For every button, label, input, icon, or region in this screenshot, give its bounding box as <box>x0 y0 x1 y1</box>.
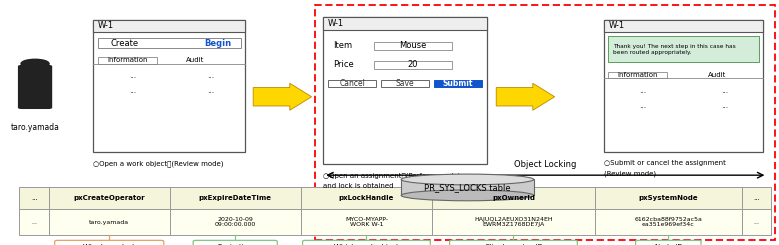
Text: ...: ... <box>753 220 760 225</box>
Text: ○Open a work object　(Review mode): ○Open a work object (Review mode) <box>93 160 224 167</box>
FancyBboxPatch shape <box>18 65 52 109</box>
FancyBboxPatch shape <box>93 20 245 152</box>
FancyBboxPatch shape <box>328 80 376 87</box>
FancyBboxPatch shape <box>374 42 452 50</box>
Text: ...: ... <box>31 195 37 201</box>
FancyBboxPatch shape <box>98 38 241 48</box>
Text: (Review mode): (Review mode) <box>604 170 656 177</box>
Text: ...: ... <box>31 220 37 225</box>
FancyBboxPatch shape <box>19 209 49 235</box>
Text: ○Open an assignment　(Perform mode): ○Open an assignment (Perform mode) <box>323 173 460 179</box>
FancyBboxPatch shape <box>604 20 763 152</box>
FancyBboxPatch shape <box>49 187 170 209</box>
Text: 20: 20 <box>407 61 418 69</box>
FancyBboxPatch shape <box>323 17 487 30</box>
FancyBboxPatch shape <box>170 187 301 209</box>
Text: Object Locking: Object Locking <box>514 160 576 169</box>
FancyBboxPatch shape <box>636 240 701 245</box>
Text: Client session ID: Client session ID <box>485 244 542 245</box>
Text: ...: ... <box>129 72 136 80</box>
Text: and lock is obtained: and lock is obtained <box>323 183 394 188</box>
Text: pxCreateOperator: pxCreateOperator <box>73 195 145 201</box>
FancyArrow shape <box>496 83 555 110</box>
Text: Create: Create <box>111 39 139 48</box>
Text: Price: Price <box>333 61 354 69</box>
FancyBboxPatch shape <box>432 209 595 235</box>
FancyBboxPatch shape <box>742 209 771 235</box>
Text: taro.yamada: taro.yamada <box>89 220 129 225</box>
Ellipse shape <box>401 174 534 185</box>
Text: Who has a lock: Who has a lock <box>83 244 136 245</box>
FancyBboxPatch shape <box>742 187 771 209</box>
Text: W-1: W-1 <box>98 22 115 30</box>
Text: pxOwnerId: pxOwnerId <box>492 195 535 201</box>
Text: ...: ... <box>206 72 214 80</box>
FancyBboxPatch shape <box>595 209 742 235</box>
Text: Audit: Audit <box>707 72 726 78</box>
FancyBboxPatch shape <box>595 187 742 209</box>
FancyBboxPatch shape <box>193 240 277 245</box>
Text: Thank you! The next step in this case has
been routed appropriately.: Thank you! The next step in this case ha… <box>613 44 736 55</box>
FancyBboxPatch shape <box>323 17 487 164</box>
Ellipse shape <box>401 190 534 201</box>
Circle shape <box>21 59 49 68</box>
Text: pxSystemNode: pxSystemNode <box>639 195 698 201</box>
Text: Expiration: Expiration <box>217 244 253 245</box>
FancyBboxPatch shape <box>98 57 157 64</box>
Text: Item: Item <box>333 41 352 50</box>
FancyBboxPatch shape <box>55 240 164 245</box>
Text: ○Submit or cancel the assignment: ○Submit or cancel the assignment <box>604 160 725 166</box>
Text: Begin: Begin <box>204 39 231 48</box>
Text: pxExpireDateTime: pxExpireDateTime <box>199 195 272 201</box>
FancyBboxPatch shape <box>608 72 667 78</box>
Text: pxLockHandle: pxLockHandle <box>339 195 394 201</box>
FancyBboxPatch shape <box>374 61 452 69</box>
Text: PR_SYS_LOCKS table: PR_SYS_LOCKS table <box>424 183 511 192</box>
Text: ...: ... <box>721 101 728 110</box>
Text: 2020-10-09
09:00:00.000: 2020-10-09 09:00:00.000 <box>214 217 256 227</box>
FancyBboxPatch shape <box>49 209 170 235</box>
Text: ...: ... <box>639 86 647 95</box>
Text: 6162cba88f9752ac5a
ea351e969ef34c: 6162cba88f9752ac5a ea351e969ef34c <box>634 217 702 227</box>
Text: taro.yamada: taro.yamada <box>11 122 59 132</box>
FancyBboxPatch shape <box>301 187 432 209</box>
Text: ...: ... <box>206 86 214 95</box>
FancyBboxPatch shape <box>449 240 577 245</box>
Text: HAJUQL2AEUXO31N24EH
EWRM3Z1768DE7JA: HAJUQL2AEUXO31N24EH EWRM3Z1768DE7JA <box>474 217 553 227</box>
Text: Node ID: Node ID <box>654 244 682 245</box>
Text: Information: Information <box>618 72 658 78</box>
Text: ...: ... <box>721 86 728 95</box>
FancyBboxPatch shape <box>434 80 482 87</box>
FancyBboxPatch shape <box>93 20 245 32</box>
Text: W-1: W-1 <box>328 19 344 28</box>
Text: MYCO-MYAPP-
WORK W-1: MYCO-MYAPP- WORK W-1 <box>345 217 388 227</box>
FancyBboxPatch shape <box>608 36 759 62</box>
Text: Submit: Submit <box>442 79 474 88</box>
Text: ...: ... <box>639 101 647 110</box>
FancyBboxPatch shape <box>401 179 534 196</box>
Text: ...: ... <box>753 195 760 201</box>
FancyArrow shape <box>253 83 312 110</box>
Text: Information: Information <box>108 57 148 63</box>
FancyBboxPatch shape <box>432 187 595 209</box>
Text: Save: Save <box>396 79 414 88</box>
FancyBboxPatch shape <box>381 80 429 87</box>
Text: W-1: W-1 <box>608 22 625 30</box>
FancyBboxPatch shape <box>302 240 430 245</box>
Text: Which work object: Which work object <box>334 244 399 245</box>
FancyBboxPatch shape <box>604 20 763 32</box>
Text: Audit: Audit <box>185 57 204 63</box>
Text: Mouse: Mouse <box>399 41 427 50</box>
Text: ...: ... <box>129 86 136 95</box>
FancyBboxPatch shape <box>170 209 301 235</box>
Text: Cancel: Cancel <box>339 79 365 88</box>
FancyBboxPatch shape <box>19 187 49 209</box>
FancyBboxPatch shape <box>301 209 432 235</box>
